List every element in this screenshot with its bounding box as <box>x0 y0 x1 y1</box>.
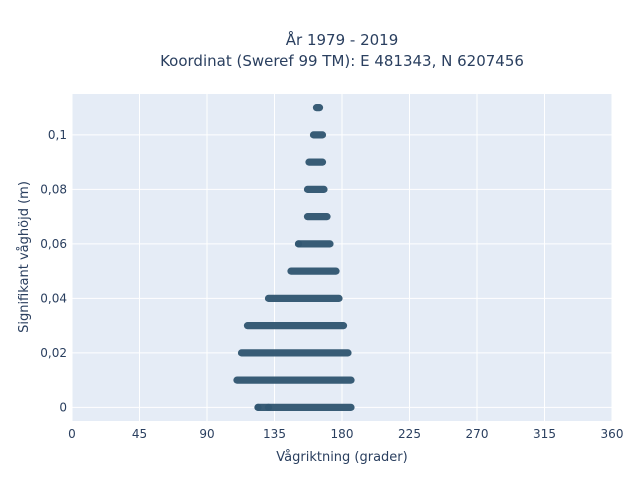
data-point <box>294 240 303 248</box>
x-axis-ticks: 0 45 90 135 180 225 270 315 360 <box>68 427 623 441</box>
data-point <box>264 403 273 411</box>
x-tick-label: 180 <box>331 427 354 441</box>
x-tick-label: 90 <box>199 427 214 441</box>
x-tick-label: 225 <box>398 427 421 441</box>
y-tick-label: 0,08 <box>40 182 67 196</box>
y-axis-ticks: 0 0,02 0,04 0,06 0,08 0,1 <box>40 128 67 415</box>
y-tick-label: 0,06 <box>40 237 67 251</box>
x-tick-label: 135 <box>263 427 286 441</box>
x-axis-label: Vågriktning (grader) <box>276 450 407 465</box>
x-tick-label: 315 <box>533 427 556 441</box>
chart-title-line-1: År 1979 - 2019 <box>286 30 399 49</box>
x-tick-label: 0 <box>68 427 76 441</box>
y-tick-label: 0 <box>59 400 67 414</box>
x-tick-label: 45 <box>132 427 147 441</box>
y-tick-label: 0,02 <box>40 346 67 360</box>
data-points <box>233 104 355 411</box>
x-tick-label: 360 <box>601 427 624 441</box>
x-tick-label: 270 <box>466 427 489 441</box>
y-tick-label: 0,1 <box>48 128 67 142</box>
chart-title-line-2: Koordinat (Sweref 99 TM): E 481343, N 62… <box>160 52 524 70</box>
y-axis-label: Signifikant våghöjd (m) <box>17 181 32 333</box>
data-point <box>254 403 262 411</box>
y-tick-label: 0,04 <box>40 291 67 305</box>
